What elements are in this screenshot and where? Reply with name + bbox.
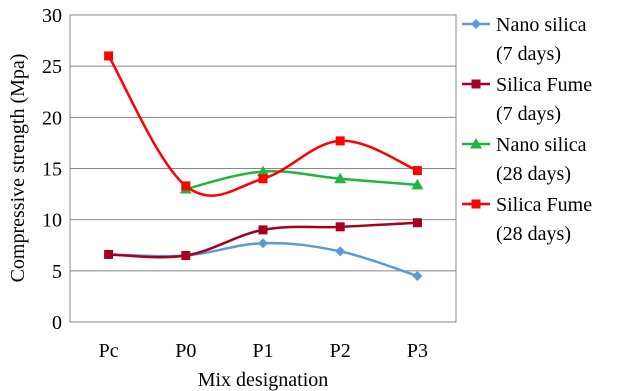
y-tick-label: 25 — [42, 56, 62, 78]
legend: Nano silica(7 days)Silica Fume(7 days)Na… — [462, 14, 592, 245]
series-group — [103, 51, 424, 281]
x-tick-label: P1 — [252, 340, 273, 362]
y-tick-label: 10 — [42, 210, 62, 232]
data-point — [334, 172, 347, 184]
legend-entry-2: Silica Fume (7 days) — [462, 74, 592, 125]
data-point — [181, 250, 191, 260]
data-point — [104, 249, 114, 259]
y-tick-label: 20 — [42, 107, 62, 129]
legend-entry-3: Nano silica (28 days) — [462, 134, 587, 185]
data-point — [258, 174, 268, 184]
data-point — [257, 165, 269, 177]
data-point — [104, 51, 114, 61]
series-3 — [179, 165, 424, 194]
legend-entry-1: Nano silica (7 days) — [462, 14, 587, 65]
legend-marker — [470, 138, 482, 149]
legend-label: (7 days) — [496, 43, 561, 65]
legend-label: (28 days) — [496, 223, 571, 245]
data-point — [258, 238, 268, 249]
y-tick-label: 30 — [42, 5, 62, 27]
data-point — [181, 181, 191, 191]
x-axis-ticks: Pc P0 P1 P2 P3 — [99, 340, 428, 362]
legend-marker — [471, 199, 481, 209]
data-point — [412, 166, 422, 176]
y-tick-label: 15 — [42, 159, 62, 181]
series-1 — [103, 238, 423, 281]
legend-label: Silica Fume — [496, 74, 592, 96]
series-2 — [104, 218, 422, 260]
series-4 — [104, 51, 422, 197]
y-tick-label: 5 — [52, 261, 62, 283]
data-point — [412, 270, 423, 281]
legend-label: Silica Fume — [496, 194, 592, 216]
x-axis-title: Mix designation — [198, 369, 329, 391]
x-tick-label: P0 — [175, 340, 196, 362]
data-point — [411, 178, 424, 190]
series-line — [185, 170, 418, 191]
plot-area-border — [69, 14, 457, 323]
data-point — [412, 218, 422, 228]
legend-entry-4: Silica Fume (28 days) — [462, 194, 592, 245]
legend-label: Nano silica — [496, 134, 587, 156]
legend-label: (28 days) — [496, 163, 571, 185]
data-point — [258, 225, 268, 235]
legend-label: (7 days) — [496, 103, 561, 125]
legend-marker — [471, 19, 481, 29]
legend-label: Nano silica — [496, 14, 587, 36]
data-point — [335, 136, 345, 146]
legend-marker — [471, 79, 481, 89]
y-axis-title: Compressive strength (Mpa) — [7, 54, 29, 283]
x-tick-label: Pc — [99, 340, 119, 362]
y-axis-ticks: 0 5 10 15 20 25 30 — [42, 5, 62, 334]
data-point — [335, 222, 345, 232]
y-tick-label: 0 — [52, 312, 62, 334]
x-tick-label: P3 — [407, 340, 428, 362]
data-point — [335, 246, 346, 257]
x-tick-label: P2 — [330, 340, 351, 362]
